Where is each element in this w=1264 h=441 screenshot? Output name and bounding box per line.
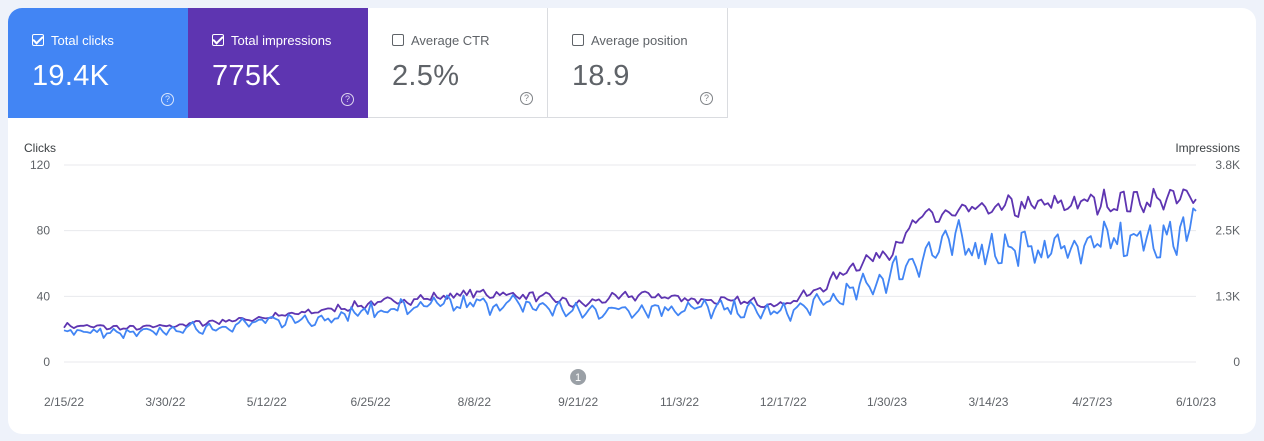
performance-chart: 0 0 40 1.3K 80 2.5K 120 3.8K Clicks Impressions 2/…	[24, 141, 1240, 409]
x-axis-tick: 3/14/23	[968, 395, 1008, 409]
left-axis-tick: 0	[43, 355, 50, 369]
left-axis-tick: 40	[37, 289, 51, 303]
metric-card-average-ctr[interactable]: Average CTR 2.5%?	[368, 8, 548, 118]
x-axis-tick: 4/27/23	[1072, 395, 1112, 409]
checkbox-checked-icon[interactable]	[212, 34, 224, 46]
metric-value: 18.9	[572, 60, 630, 92]
help-icon[interactable]: ?	[161, 93, 174, 106]
checkbox-unchecked-icon[interactable]	[572, 34, 584, 46]
metric-card-header: Total clicks	[32, 32, 188, 48]
x-axis-tick: 3/30/22	[145, 395, 185, 409]
x-axis-tick: 6/25/22	[351, 395, 391, 409]
left-axis-title: Clicks	[24, 141, 56, 155]
x-axis-tick: 2/15/22	[44, 395, 84, 409]
left-axis-tick: 80	[37, 224, 51, 238]
help-icon[interactable]: ?	[341, 93, 354, 106]
annotation-marker[interactable]	[570, 369, 587, 385]
metric-value: 19.4K	[32, 60, 110, 92]
metric-card-header: Average position	[572, 32, 727, 48]
help-icon[interactable]: ?	[700, 92, 713, 105]
metric-card-total-clicks[interactable]: Total clicks 19.4K?	[8, 8, 188, 118]
right-axis-tick: 1.3K	[1215, 289, 1240, 303]
help-icon[interactable]: ?	[520, 92, 533, 105]
metric-label: Total impressions	[231, 32, 332, 48]
x-axis-tick: 5/12/22	[247, 395, 287, 409]
right-axis-tick: 0	[1233, 355, 1240, 369]
series-line-impressions	[63, 187, 1197, 331]
annotation-label: 1	[575, 372, 581, 384]
checkbox-checked-icon[interactable]	[32, 34, 44, 46]
metric-card-total-impressions[interactable]: Total impressions 775K?	[188, 8, 368, 118]
right-axis-title: Impressions	[1175, 141, 1240, 155]
x-axis-tick: 12/17/22	[760, 395, 807, 409]
left-axis-tick: 120	[30, 158, 50, 172]
performance-panel: Total clicks 19.4K? Total impressions 775K?…	[8, 8, 1256, 434]
metric-label: Average CTR	[411, 32, 490, 48]
right-axis-tick: 2.5K	[1215, 224, 1240, 238]
metric-label: Average position	[591, 32, 688, 48]
metric-value: 775K	[212, 60, 281, 92]
x-axis-tick: 8/8/22	[458, 395, 492, 409]
metric-card-average-position[interactable]: Average position 18.9?	[548, 8, 728, 118]
checkbox-unchecked-icon[interactable]	[392, 34, 404, 46]
metric-label: Total clicks	[51, 32, 114, 48]
x-axis-tick: 6/10/23	[1176, 395, 1216, 409]
metric-value: 2.5%	[392, 60, 460, 92]
right-axis-tick: 3.8K	[1215, 158, 1240, 172]
metric-card-header: Average CTR	[392, 32, 547, 48]
metric-card-header: Total impressions	[212, 32, 368, 48]
x-axis-tick: 1/30/23	[867, 395, 907, 409]
x-axis-tick: 9/21/22	[558, 395, 598, 409]
metric-cards: Total clicks 19.4K? Total impressions 775K?…	[8, 8, 728, 118]
series-line-clicks	[63, 207, 1197, 340]
x-axis-tick: 11/3/22	[660, 395, 699, 409]
